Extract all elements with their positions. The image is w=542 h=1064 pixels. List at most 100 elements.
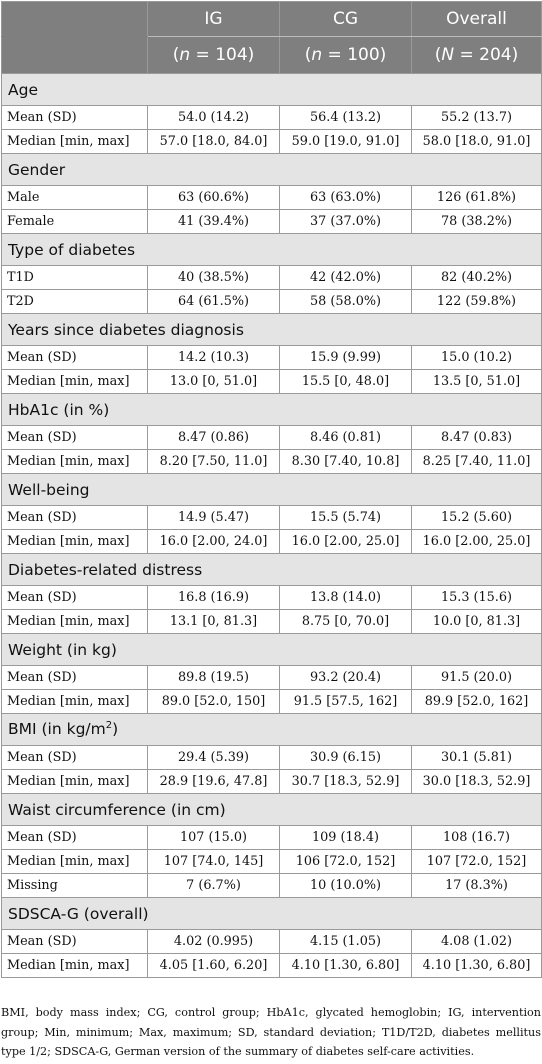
row-label: Median [min, max] bbox=[1, 609, 148, 634]
table-row: Mean (SD) 107 (15.0) 109 (18.4) 108 (16.7) bbox=[1, 825, 542, 850]
section-header-row: Weight (in kg) bbox=[1, 633, 542, 666]
header-row-groups: IG CG Overall bbox=[1, 1, 542, 37]
row-label: Mean (SD) bbox=[1, 665, 148, 690]
section-header-row: SDSCA-G (overall) bbox=[1, 897, 542, 930]
section-header-row: Gender bbox=[1, 153, 542, 186]
cell-overall: 15.2 (5.60) bbox=[411, 505, 542, 530]
table-footnote: BMI, body mass index; CG, control group;… bbox=[1, 1006, 541, 1058]
section-title-text: HbA1c (in %) bbox=[8, 400, 110, 419]
row-label: Median [min, max] bbox=[1, 953, 148, 978]
section-title: HbA1c (in %) bbox=[1, 393, 542, 426]
count-header-overall: (N = 204) bbox=[411, 36, 542, 74]
section-title: Age bbox=[1, 73, 542, 106]
row-label: Mean (SD) bbox=[1, 585, 148, 610]
section-title: Type of diabetes bbox=[1, 233, 542, 266]
cell-cg: 59.0 [19.0, 91.0] bbox=[279, 129, 412, 154]
cell-ig: 89.8 (19.5) bbox=[147, 665, 280, 690]
row-label: Median [min, max] bbox=[1, 769, 148, 794]
header-row-counts: (n = 104) (n = 100) (N = 204) bbox=[1, 36, 542, 74]
row-label: Mean (SD) bbox=[1, 505, 148, 530]
cell-overall: 89.9 [52.0, 162] bbox=[411, 689, 542, 714]
cell-ig: 40 (38.5%) bbox=[147, 265, 280, 290]
row-label: Median [min, max] bbox=[1, 449, 148, 474]
header-corner-cell-lower bbox=[1, 36, 148, 74]
cell-overall: 126 (61.8%) bbox=[411, 185, 542, 210]
header-corner-cell bbox=[1, 1, 148, 37]
cell-overall: 8.25 [7.40, 11.0] bbox=[411, 449, 542, 474]
cell-ig: 4.05 [1.60, 6.20] bbox=[147, 953, 280, 978]
row-label: Mean (SD) bbox=[1, 345, 148, 370]
section-title-text: Well-being bbox=[8, 480, 90, 499]
row-label: Median [min, max] bbox=[1, 689, 148, 714]
table-row: T1D 40 (38.5%) 42 (42.0%) 82 (40.2%) bbox=[1, 265, 542, 290]
section-title-text: Weight (in kg) bbox=[8, 640, 117, 659]
table-row: Median [min, max] 8.20 [7.50, 11.0] 8.30 [… bbox=[1, 449, 542, 474]
table-row: Missing 7 (6.7%) 10 (10.0%) 17 (8.3%) bbox=[1, 873, 542, 898]
cell-cg: 8.30 [7.40, 10.8] bbox=[279, 449, 412, 474]
cell-overall: 91.5 (20.0) bbox=[411, 665, 542, 690]
cell-cg: 56.4 (13.2) bbox=[279, 105, 412, 130]
cell-ig: 13.1 [0, 81.3] bbox=[147, 609, 280, 634]
row-label: Missing bbox=[1, 873, 148, 898]
cell-ig: 41 (39.4%) bbox=[147, 209, 280, 234]
cell-cg: 63 (63.0%) bbox=[279, 185, 412, 210]
cell-ig: 14.2 (10.3) bbox=[147, 345, 280, 370]
cell-overall: 122 (59.8%) bbox=[411, 289, 542, 314]
column-header-overall: Overall bbox=[411, 1, 542, 37]
cell-ig: 16.0 [2.00, 24.0] bbox=[147, 529, 280, 554]
cell-overall: 8.47 (0.83) bbox=[411, 425, 542, 450]
section-title-text: Waist circumference (in cm) bbox=[8, 800, 226, 819]
section-header-row: Well-being bbox=[1, 473, 542, 506]
cell-cg: 109 (18.4) bbox=[279, 825, 412, 850]
cell-cg: 91.5 [57.5, 162] bbox=[279, 689, 412, 714]
section-title-text: Type of diabetes bbox=[8, 240, 136, 259]
table-row: Mean (SD) 8.47 (0.86) 8.46 (0.81) 8.47 (0.8… bbox=[1, 425, 542, 450]
row-label: Female bbox=[1, 209, 148, 234]
cell-cg: 15.5 (5.74) bbox=[279, 505, 412, 530]
cell-overall: 4.10 [1.30, 6.80] bbox=[411, 953, 542, 978]
cell-cg: 42 (42.0%) bbox=[279, 265, 412, 290]
section-header-row: Waist circumference (in cm) bbox=[1, 793, 542, 826]
table-row: Mean (SD) 4.02 (0.995) 4.15 (1.05) 4.08 (1.… bbox=[1, 929, 542, 954]
cell-cg: 58 (58.0%) bbox=[279, 289, 412, 314]
section-title: Diabetes-related distress bbox=[1, 553, 542, 586]
section-title-text: SDSCA-G (overall) bbox=[8, 904, 149, 923]
section-header-row: BMI (in kg/m2) bbox=[1, 713, 542, 746]
cell-ig: 54.0 (14.2) bbox=[147, 105, 280, 130]
count-header-ig: (n = 104) bbox=[147, 36, 280, 74]
cell-overall: 10.0 [0, 81.3] bbox=[411, 609, 542, 634]
cell-overall: 30.0 [18.3, 52.9] bbox=[411, 769, 542, 794]
table-row: Median [min, max] 28.9 [19.6, 47.8] 30.7 [… bbox=[1, 769, 542, 794]
section-title-text: Years since diabetes diagnosis bbox=[8, 320, 244, 339]
table-row: Median [min, max] 16.0 [2.00, 24.0] 16.0 [… bbox=[1, 529, 542, 554]
section-title-text: Gender bbox=[8, 160, 66, 179]
table-row: Mean (SD) 89.8 (19.5) 93.2 (20.4) 91.5 (20.… bbox=[1, 665, 542, 690]
cell-overall: 15.0 (10.2) bbox=[411, 345, 542, 370]
count-header-cg: (n = 100) bbox=[279, 36, 412, 74]
cell-ig: 107 [74.0, 145] bbox=[147, 849, 280, 874]
row-label: T1D bbox=[1, 265, 148, 290]
baseline-characteristics-table: IG CG Overall (n = 104) (n = 100) (N = 2… bbox=[1, 1, 542, 978]
row-label: Male bbox=[1, 185, 148, 210]
section-title: SDSCA-G (overall) bbox=[1, 897, 542, 930]
cell-ig: 8.20 [7.50, 11.0] bbox=[147, 449, 280, 474]
table-row: Median [min, max] 4.05 [1.60, 6.20] 4.10 [… bbox=[1, 953, 542, 978]
column-header-ig: IG bbox=[147, 1, 280, 37]
table-row: Mean (SD) 14.2 (10.3) 15.9 (9.99) 15.0 (10.… bbox=[1, 345, 542, 370]
section-title: Waist circumference (in cm) bbox=[1, 793, 542, 826]
cell-cg: 8.75 [0, 70.0] bbox=[279, 609, 412, 634]
row-label: T2D bbox=[1, 289, 148, 314]
cell-cg: 15.5 [0, 48.0] bbox=[279, 369, 412, 394]
table-row: Mean (SD) 16.8 (16.9) 13.8 (14.0) 15.3 (15.… bbox=[1, 585, 542, 610]
cell-ig: 89.0 [52.0, 150] bbox=[147, 689, 280, 714]
section-title-superscript: 2 bbox=[105, 720, 113, 732]
cell-overall: 13.5 [0, 51.0] bbox=[411, 369, 542, 394]
cell-cg: 4.10 [1.30, 6.80] bbox=[279, 953, 412, 978]
table-row: Median [min, max] 57.0 [18.0, 84.0] 59.0 [… bbox=[1, 129, 542, 154]
cell-cg: 30.9 (6.15) bbox=[279, 745, 412, 770]
row-label: Mean (SD) bbox=[1, 929, 148, 954]
section-header-row: Type of diabetes bbox=[1, 233, 542, 266]
cell-cg: 13.8 (14.0) bbox=[279, 585, 412, 610]
cell-overall: 107 [72.0, 152] bbox=[411, 849, 542, 874]
cell-ig: 57.0 [18.0, 84.0] bbox=[147, 129, 280, 154]
